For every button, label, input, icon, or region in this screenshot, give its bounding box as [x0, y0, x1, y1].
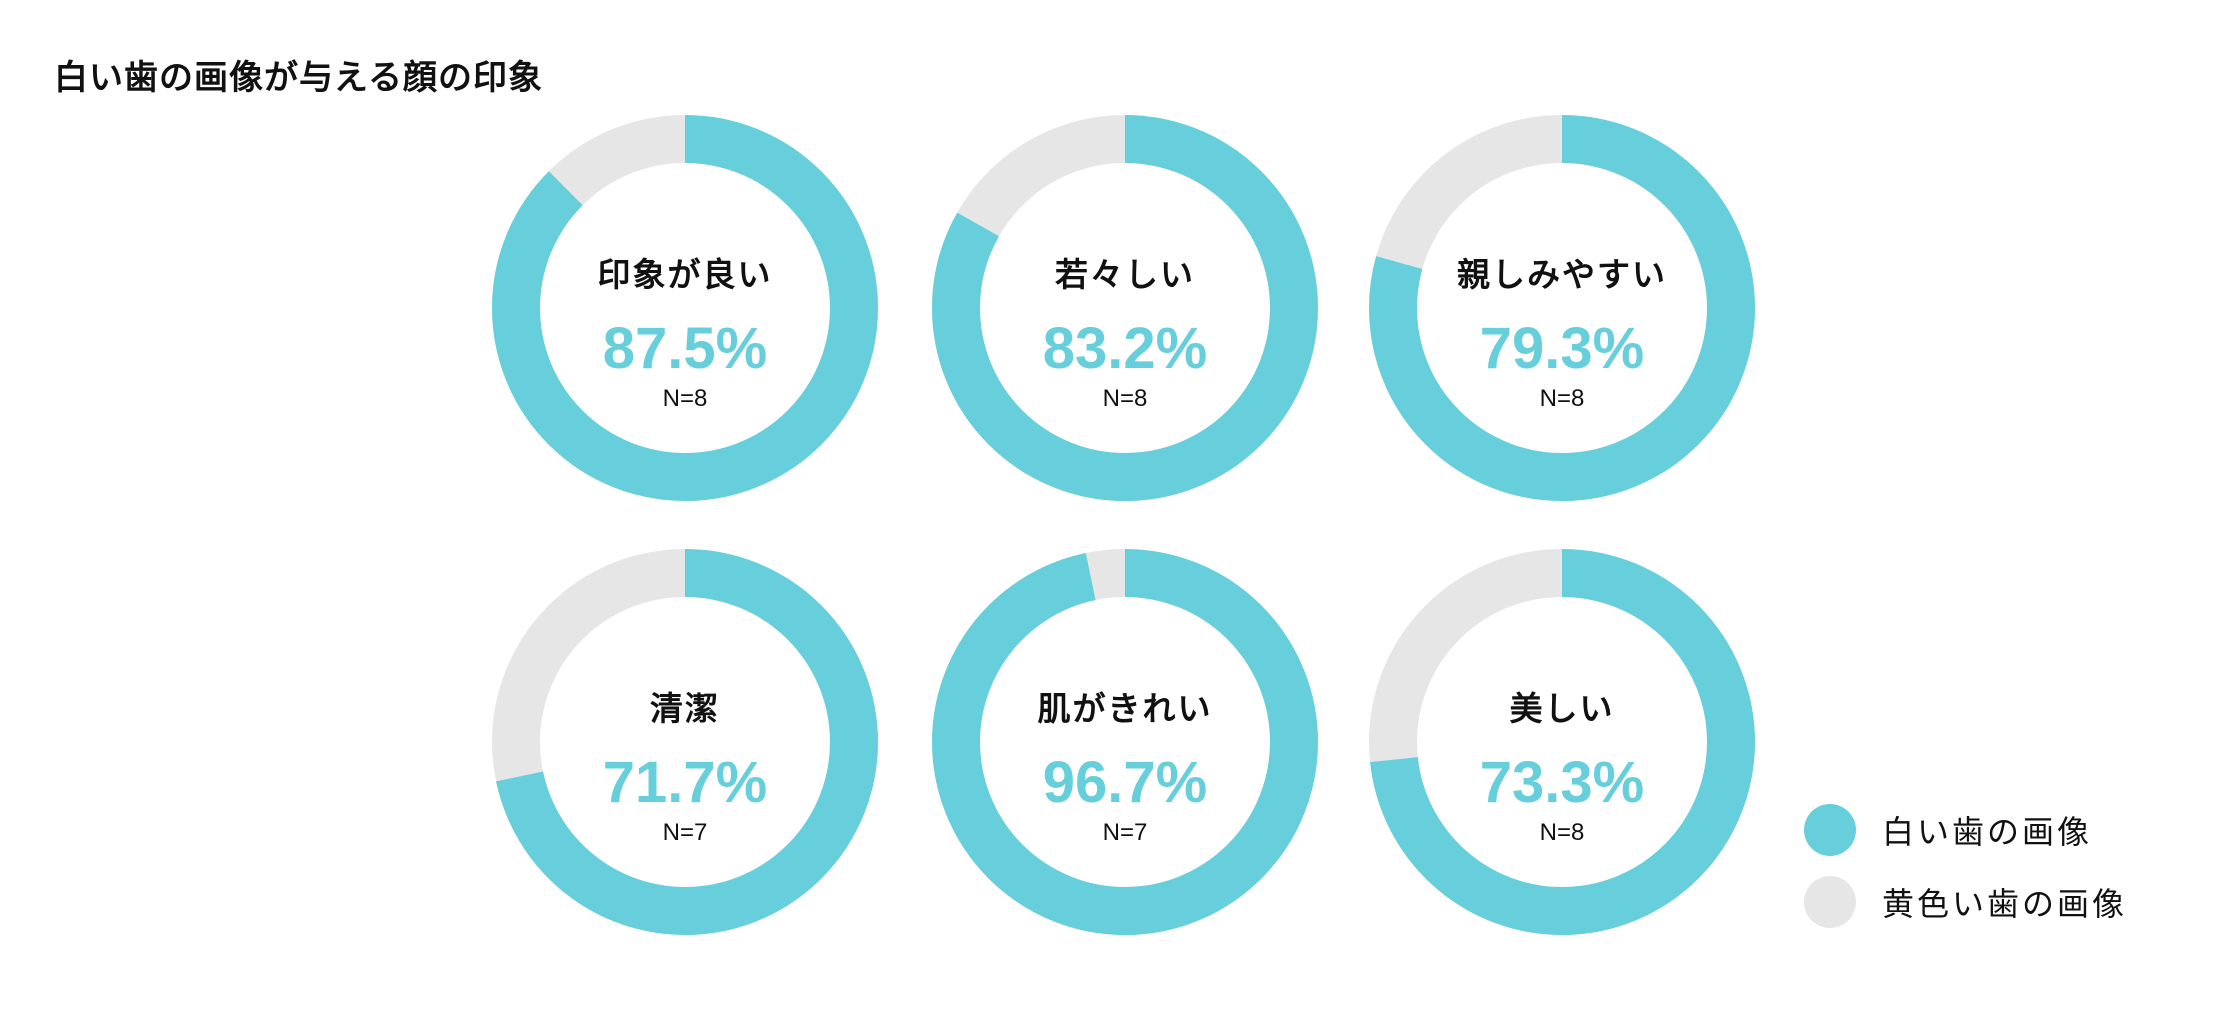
donut-value-label: 79.3% — [1480, 316, 1644, 381]
legend-item-white-teeth: 白い歯の画像 — [1804, 804, 2127, 856]
donut-value-label: 96.7% — [1043, 750, 1207, 815]
donut-category-label: 印象が良い — [598, 255, 773, 294]
legend-label-yellow-teeth: 黄色い歯の画像 — [1882, 885, 2128, 923]
donut-n-label: N=8 — [1540, 385, 1585, 412]
donut-category-label: 若々しい — [1055, 255, 1195, 294]
donut-slice-white-teeth — [932, 549, 1318, 935]
donut-chart: 親しみやすい 79.3% N=8 — [1369, 115, 1755, 501]
donut-chart: 肌がきれい 96.7% N=7 — [932, 549, 1318, 935]
donut-chart: 印象が良い 87.5% N=8 — [492, 115, 878, 501]
donut-n-label: N=7 — [1103, 819, 1148, 846]
legend: 白い歯の画像 黄色い歯の画像 — [1804, 804, 2127, 948]
donut-n-label: N=8 — [1540, 819, 1585, 846]
donut-n-label: N=8 — [1103, 385, 1148, 412]
donut-n-label: N=7 — [663, 819, 708, 846]
donut-category-label: 親しみやすい — [1457, 255, 1667, 294]
donut-category-label: 美しい — [1510, 689, 1615, 728]
legend-swatch-yellow-teeth — [1804, 876, 1856, 928]
legend-item-yellow-teeth: 黄色い歯の画像 — [1804, 876, 2127, 928]
donut-value-label: 73.3% — [1480, 750, 1644, 815]
donut-value-label: 87.5% — [603, 316, 767, 381]
donut-chart: 若々しい 83.2% N=8 — [932, 115, 1318, 501]
legend-label-white-teeth: 白い歯の画像 — [1882, 813, 2093, 851]
donut-chart: 美しい 73.3% N=8 — [1369, 549, 1755, 935]
donut-n-label: N=8 — [663, 385, 708, 412]
donut-value-label: 71.7% — [603, 750, 767, 815]
donut-slice-white-teeth — [1369, 115, 1755, 501]
donut-slice-white-teeth — [1369, 549, 1755, 935]
donut-category-label: 肌がきれい — [1038, 689, 1213, 728]
donut-slice-white-teeth — [492, 115, 878, 501]
donut-chart: 清潔 71.7% N=7 — [492, 549, 878, 935]
donut-slice-white-teeth — [492, 549, 878, 935]
donut-slice-white-teeth — [932, 115, 1318, 501]
donut-value-label: 83.2% — [1043, 316, 1207, 381]
donut-category-label: 清潔 — [650, 689, 720, 728]
legend-swatch-white-teeth — [1804, 804, 1856, 856]
page-title: 白い歯の画像が与える顔の印象 — [54, 58, 543, 98]
